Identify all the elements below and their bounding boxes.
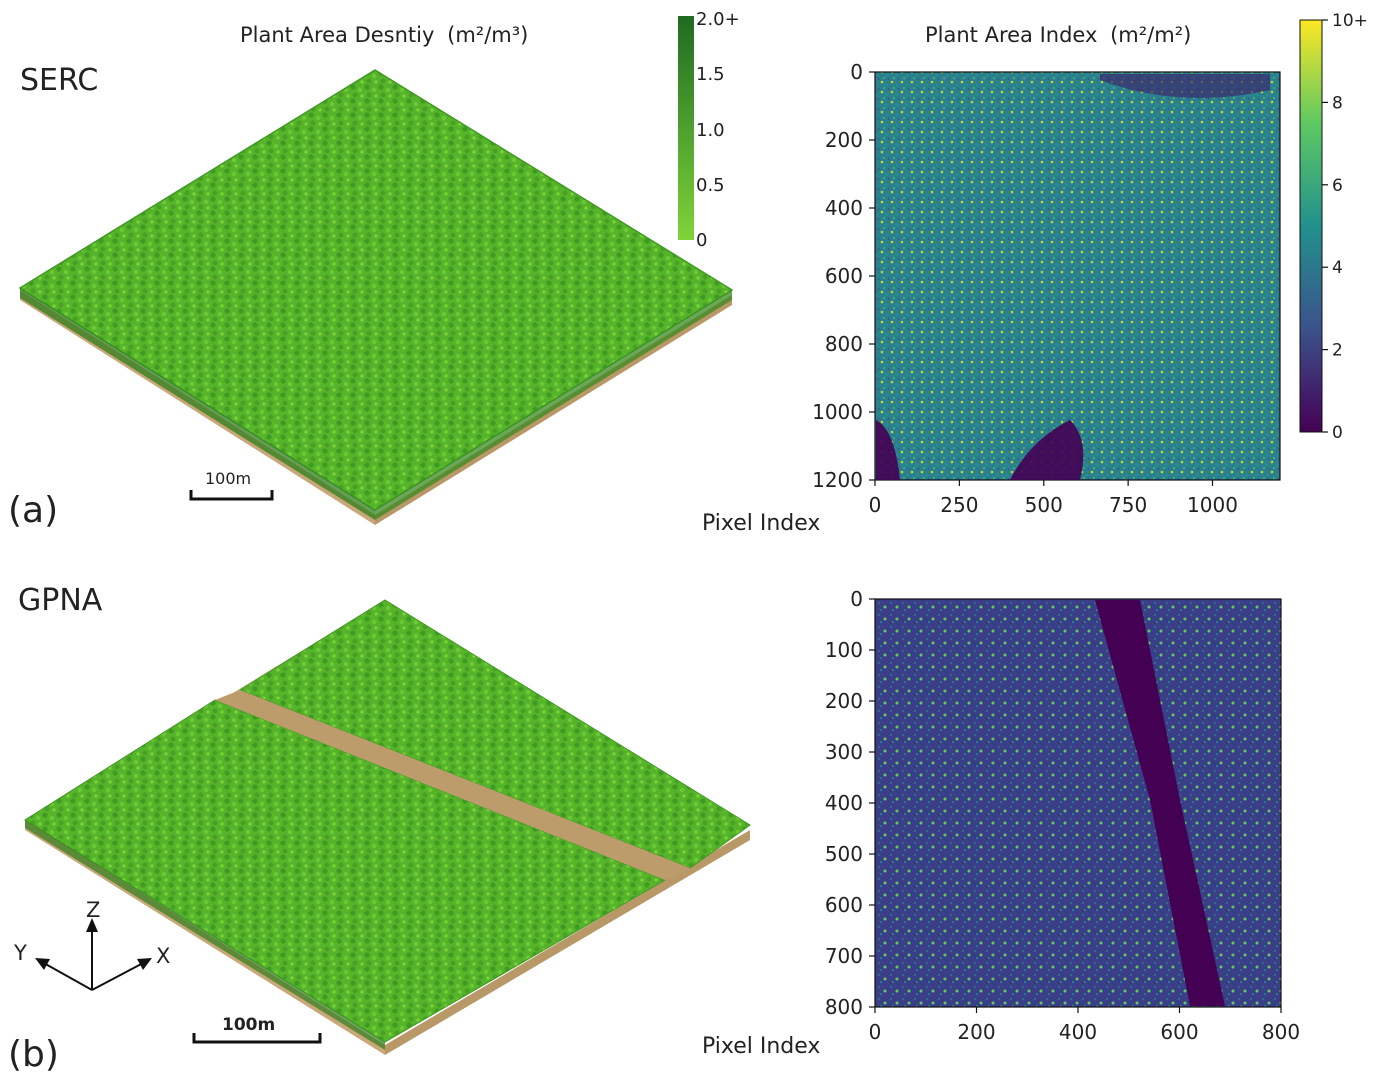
- x-tick-label: 1000: [1187, 493, 1238, 517]
- x-tick-label: 0: [869, 493, 882, 517]
- x-axis-label-b: Pixel Index: [702, 1034, 820, 1059]
- y-tick-label: 400: [825, 196, 863, 220]
- pai-colorbar-a-ticks: 10+ 8 6 4 2 0: [1322, 11, 1368, 443]
- y-tick-label: 1200: [812, 468, 863, 492]
- scale-bar-label-a: 100m: [205, 469, 251, 488]
- pad-colorbar-tick: 1.5: [696, 64, 725, 85]
- panel-b-3d-view: GPNA (b) Z X Y 100m: [8, 583, 751, 1075]
- y-tick-label: 600: [825, 264, 863, 288]
- colorbar-tick-label: 10+: [1332, 11, 1368, 31]
- pad-title: Plant Area Desntiy (m²/m³): [240, 23, 528, 47]
- serc-canopy: [18, 69, 734, 511]
- x-tick-label: 250: [940, 493, 978, 517]
- serc-canopy-edge-right: [375, 290, 732, 520]
- y-tick-label: 500: [825, 842, 863, 866]
- y-tick-label: 800: [825, 995, 863, 1019]
- axis-z-label: Z: [86, 898, 100, 922]
- panel-letter-b: (b): [8, 1034, 59, 1075]
- y-tick-label: 300: [825, 740, 863, 764]
- gpna-heatmap: [874, 598, 1282, 1008]
- pai-title: Plant Area Index (m²/m²): [925, 23, 1191, 47]
- serc-pai-chart: Plant Area Index (m²/m²) 0 250 500 750 10000…: [702, 11, 1368, 536]
- pai-colorbar-a: [1299, 19, 1323, 433]
- serc-heatmap: [874, 71, 1281, 481]
- site-label-gpna: GPNA: [18, 583, 103, 618]
- y-tick-label: 1000: [812, 400, 863, 424]
- serc-low-pai-patch: [876, 420, 900, 480]
- y-tick-label: 200: [825, 689, 863, 713]
- serc-low-pai-patch: [1100, 74, 1270, 98]
- panel-a-3d-view: SERC (a) Plant Area Desntiy (m²/m³) 100m…: [8, 9, 740, 531]
- x-tick-label: 0: [869, 1020, 882, 1044]
- x-tick-label: 750: [1109, 493, 1147, 517]
- serc-low-pai-patch: [1010, 420, 1084, 480]
- x-tick-label: 200: [957, 1020, 995, 1044]
- colorbar-tick-label: 0: [1332, 423, 1343, 443]
- axis-x-label: X: [156, 944, 170, 968]
- y-tick-label: 600: [825, 893, 863, 917]
- y-tick-label: 800: [825, 332, 863, 356]
- axis-y-label: Y: [13, 941, 27, 965]
- scale-bar-a: [189, 490, 274, 501]
- colorbar-tick-label: 4: [1332, 258, 1343, 278]
- panel-letter-a: (a): [8, 490, 58, 531]
- ground-side-right: [385, 830, 750, 1055]
- x-axis-label-a: Pixel Index: [702, 511, 820, 536]
- y-tick-label: 0: [850, 60, 863, 84]
- colorbar-tick-label: 6: [1332, 176, 1343, 196]
- serc-canopy-edge-left: [20, 288, 375, 520]
- gpna-canopy-edge: [25, 820, 385, 1050]
- xyz-axes-icon: Z X Y: [13, 898, 170, 991]
- x-tick-label: 400: [1059, 1020, 1097, 1044]
- x-tick-label: 500: [1025, 493, 1063, 517]
- pad-colorbar-tick: 2.0+: [696, 9, 740, 30]
- y-tick-label: 200: [825, 128, 863, 152]
- colorbar-tick-label: 2: [1332, 341, 1343, 361]
- y-tick-label: 100: [825, 638, 863, 662]
- scale-bar-b: [192, 1033, 322, 1044]
- pad-colorbar-tick: 0.5: [696, 175, 725, 196]
- scale-bar-label-b: 100m: [222, 1015, 275, 1035]
- pad-colorbar: [678, 16, 694, 240]
- colorbar-tick-label: 8: [1332, 93, 1343, 113]
- site-label-serc: SERC: [20, 63, 98, 98]
- pad-colorbar-tick: 1.0: [696, 120, 725, 141]
- y-tick-label: 400: [825, 791, 863, 815]
- y-tick-label: 0: [850, 587, 863, 611]
- serc-axes: 0 250 500 750 1000 0 200 400 600 800 1000 1200: [812, 60, 1238, 517]
- gpna-road-strip: [1095, 600, 1225, 1006]
- pad-colorbar-tick: 0: [696, 230, 707, 251]
- gpna-road: [215, 690, 690, 880]
- y-tick-label: 700: [825, 944, 863, 968]
- x-tick-label: 800: [1262, 1020, 1300, 1044]
- x-tick-label: 600: [1160, 1020, 1198, 1044]
